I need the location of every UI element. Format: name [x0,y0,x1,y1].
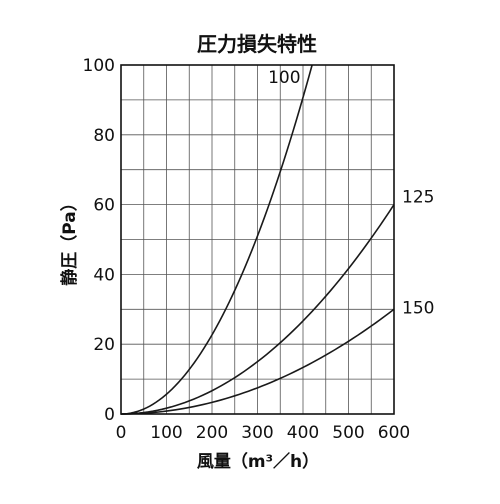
series-label-100: 100 [268,68,300,88]
x-tick-label: 100 [150,423,182,443]
series-lines [120,64,395,415]
tick-labels: 0 100 200 300 400 500 600 0 20 40 60 80 100 [83,56,411,443]
series-label-125: 125 [402,188,434,208]
series-line-125 [120,204,395,415]
x-tick-label: 400 [287,423,319,443]
x-tick-label: 200 [196,423,228,443]
x-axis-title: 風量（m³／h） [197,451,319,472]
series-label-150: 150 [402,298,434,318]
y-tick-label: 40 [93,265,115,285]
y-axis-title: 静圧（Pa） [59,194,80,285]
x-tick-label: 500 [332,423,364,443]
y-tick-label: 60 [93,196,115,216]
x-tick-label: 300 [241,423,273,443]
y-tick-label: 20 [93,335,115,355]
x-tick-label: 0 [116,423,127,443]
series-line-150 [120,308,395,415]
plot-frame [120,64,395,415]
x-tick-label: 600 [378,423,410,443]
series-labels: 100 125 150 [268,68,434,318]
chart-title: 圧力損失特性 [197,32,317,56]
series-line-100 [120,64,313,415]
grid [121,65,394,414]
y-tick-label: 0 [104,405,115,425]
y-tick-label: 100 [83,56,115,76]
y-tick-label: 80 [93,126,115,146]
